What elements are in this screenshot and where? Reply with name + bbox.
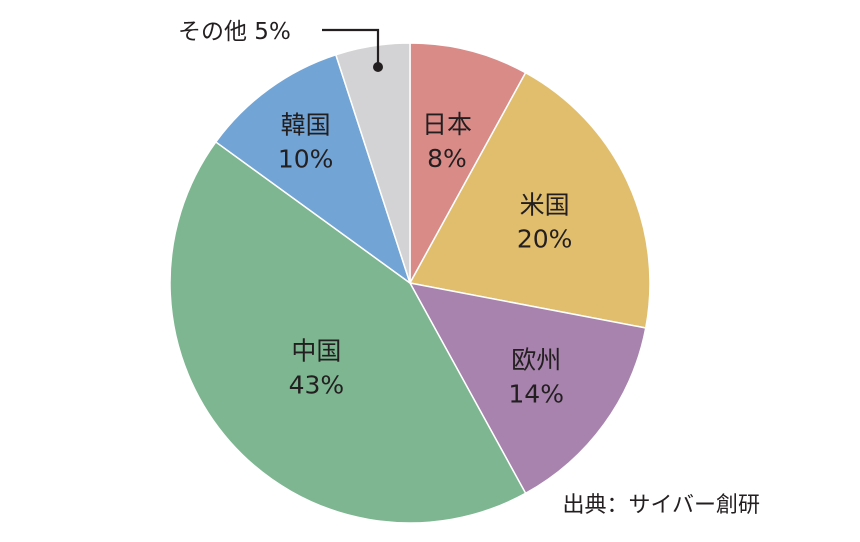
annotation-layer: その他 5% [178,19,383,72]
slice-name-label-2: 欧州 [511,346,561,375]
slice-value-label-0: 8% [427,144,467,173]
slice-value-label-4: 10% [278,144,334,173]
slice-name-label-1: 米国 [520,191,570,220]
pie-slice-2 [408,281,647,495]
slice-name-label-4: 韓国 [281,110,331,139]
other-leader-line [322,28,380,66]
pie-slice-0 [409,42,527,284]
source-label: 出典：サイバー創研 [562,493,760,518]
slice-value-label-3: 43% [289,371,345,400]
other-slice-label: その他 5% [178,19,291,45]
slice-value-label-1: 20% [517,225,573,254]
pie-slice-5 [334,42,411,284]
other-leader-dot [373,62,383,72]
pie-slice-4 [214,53,412,285]
slice-value-label-2: 14% [508,380,564,409]
slice-name-label-0: 日本 [422,110,472,139]
slices-layer [169,42,651,524]
labels-layer: 日本 8% 米国 20% 欧州 14% 中国 43% 韓国 10% [278,110,573,409]
slice-name-label-3: 中国 [291,337,341,366]
pie-slice-3 [169,140,527,524]
pie-slice-1 [408,71,651,329]
